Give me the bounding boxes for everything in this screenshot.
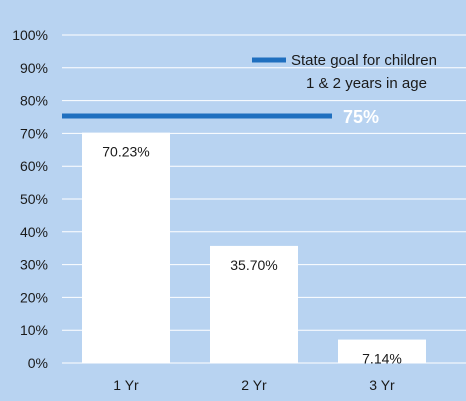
- x-tick-label: 2 Yr: [241, 377, 267, 393]
- bar: [210, 245, 298, 363]
- bar-value-label: 70.23%: [102, 144, 149, 160]
- y-tick-label: 20%: [20, 289, 48, 305]
- y-tick-label: 60%: [20, 158, 48, 174]
- legend-label-line1: State goal for children: [291, 52, 437, 69]
- y-tick-label: 80%: [20, 93, 48, 109]
- legend: State goal for children 1 & 2 years in ag…: [252, 52, 437, 92]
- legend-label-line2: 1 & 2 years in age: [306, 75, 427, 92]
- y-tick-label: 30%: [20, 257, 48, 273]
- y-tick-label: 0%: [28, 355, 48, 371]
- y-axis-ticks: 0% 10% 20% 30% 40% 50% 60% 70% 80% 90% 100%: [12, 27, 48, 371]
- x-tick-label: 3 Yr: [369, 377, 395, 393]
- goal-value-label: 75%: [343, 107, 379, 127]
- bar: [82, 132, 170, 363]
- bars: 70.23% 35.70% 7.14%: [82, 132, 426, 367]
- y-tick-label: 50%: [20, 191, 48, 207]
- x-axis-ticks: 1 Yr 2 Yr 3 Yr: [113, 377, 395, 393]
- y-tick-label: 90%: [20, 60, 48, 76]
- bar-value-label: 7.14%: [362, 351, 402, 367]
- bar: [338, 339, 426, 363]
- y-tick-label: 100%: [12, 27, 48, 43]
- goal-line-group: 75%: [62, 107, 379, 127]
- y-tick-label: 10%: [20, 322, 48, 338]
- y-tick-label: 40%: [20, 224, 48, 240]
- x-tick-label: 1 Yr: [113, 377, 139, 393]
- y-tick-label: 70%: [20, 125, 48, 141]
- bar-value-label: 35.70%: [230, 257, 277, 273]
